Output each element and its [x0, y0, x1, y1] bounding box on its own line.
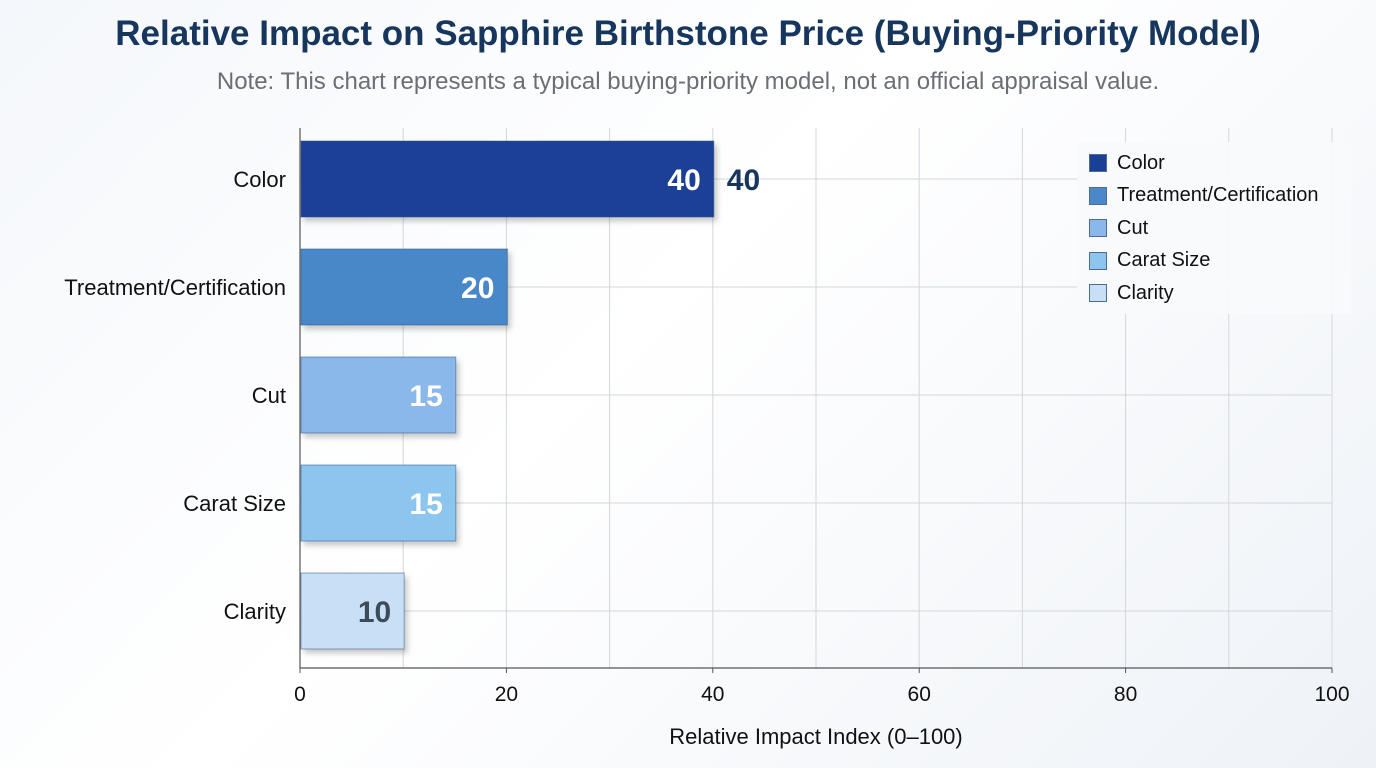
bar — [300, 140, 715, 218]
data-label-outside: 40 — [727, 164, 760, 197]
legend-item: Treatment/Certification — [1089, 184, 1319, 208]
legend-item: Carat Size — [1089, 249, 1210, 273]
legend-label: Clarity — [1117, 281, 1174, 304]
bar — [300, 248, 508, 326]
y-tick-label: Clarity — [224, 599, 286, 624]
bar — [300, 464, 457, 542]
legend-item: Cut — [1089, 216, 1148, 240]
chart-title: Relative Impact on Sapphire Birthstone P… — [115, 14, 1261, 53]
data-label: 20 — [461, 272, 494, 305]
y-tick-label: Carat Size — [183, 491, 286, 516]
legend-label: Carat Size — [1117, 249, 1211, 271]
legend-swatch — [1089, 219, 1107, 237]
legend-label: Treatment/Certification — [1117, 184, 1319, 206]
y-tick-label: Cut — [252, 383, 286, 408]
data-label: 10 — [358, 596, 391, 629]
legend-swatch — [1089, 154, 1107, 172]
x-tick-label: 20 — [495, 683, 518, 706]
legend-label: Cut — [1117, 216, 1149, 239]
chart-subtitle: Note: This chart represents a typical bu… — [216, 68, 1160, 95]
legend-swatch — [1089, 186, 1107, 205]
x-tick-label: 40 — [701, 683, 724, 706]
data-label: 40 — [667, 164, 700, 197]
data-label: 15 — [409, 380, 442, 413]
legend-item: Clarity — [1089, 281, 1174, 305]
x-tick-label: 100 — [1314, 683, 1349, 706]
legend: Color Treatment/Certification Cut Carat Siz… — [1077, 142, 1351, 314]
x-axis-label: Relative Impact Index (0–100) — [669, 724, 963, 749]
y-tick-label: Color — [233, 167, 286, 192]
legend-swatch — [1089, 284, 1107, 302]
legend-swatch — [1089, 251, 1107, 270]
x-tick-label: 80 — [1114, 683, 1137, 706]
bar — [300, 356, 457, 434]
bar — [300, 572, 405, 650]
y-tick-label: Treatment/Certification — [64, 275, 286, 300]
data-label: 15 — [409, 488, 442, 521]
legend-item: Color — [1089, 151, 1165, 175]
legend-label: Color — [1117, 151, 1165, 174]
x-tick-label: 0 — [294, 683, 306, 706]
x-tick-label: 60 — [908, 683, 931, 706]
